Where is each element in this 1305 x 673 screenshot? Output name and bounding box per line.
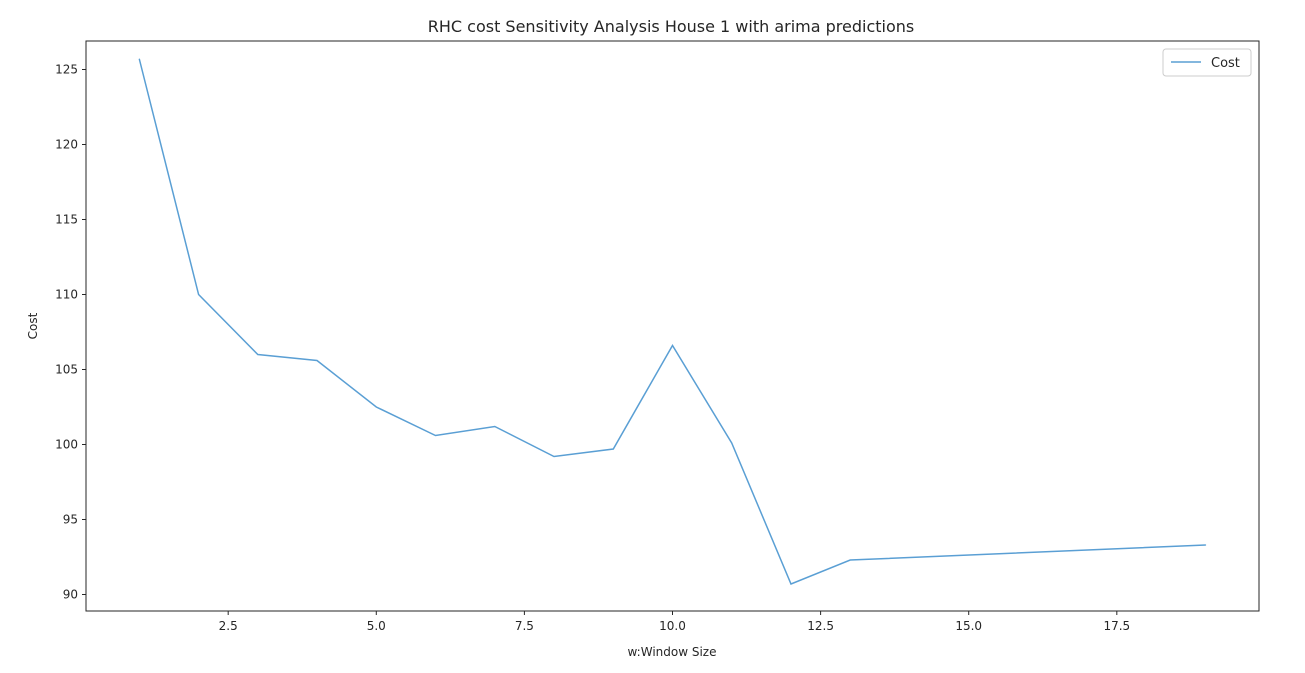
series-line-cost — [138, 58, 1206, 585]
y-tick-label: 115 — [55, 213, 78, 227]
x-axis: 2.5 5.0 7.5 10.0 12.5 15.0 17.5 — [219, 611, 1130, 633]
data-point — [375, 406, 377, 408]
legend-box — [1162, 48, 1252, 77]
series-points — [138, 58, 1207, 585]
x-tick-label: 15.0 — [955, 619, 982, 633]
chart-title: RHC cost Sensitivity Analysis House 1 wi… — [428, 17, 915, 36]
y-tick-label: 125 — [55, 63, 78, 77]
x-tick-label: 12.5 — [807, 619, 834, 633]
data-point — [198, 294, 200, 295]
legend: Cost — [1162, 48, 1252, 77]
x-tick-label: 10.0 — [659, 619, 686, 633]
y-tick-label: 105 — [55, 363, 78, 377]
data-point — [790, 583, 792, 585]
y-axis-title: Cost — [26, 312, 40, 339]
legend-label-cost: Cost — [1211, 56, 1240, 71]
x-tick-label: 5.0 — [367, 619, 386, 633]
y-tick-label: 110 — [55, 288, 78, 302]
x-tick-label: 2.5 — [219, 619, 238, 633]
plot-area — [85, 40, 1260, 612]
data-point — [1205, 544, 1207, 546]
data-point — [612, 448, 614, 450]
x-tick-label: 17.5 — [1103, 619, 1130, 633]
data-point — [494, 426, 496, 427]
data-point — [849, 559, 851, 561]
data-point — [672, 345, 673, 346]
data-point — [553, 456, 555, 457]
y-tick-label: 100 — [55, 438, 78, 452]
data-point — [138, 58, 140, 60]
data-point — [257, 354, 259, 355]
data-point — [435, 435, 437, 436]
data-point — [731, 442, 733, 444]
x-tick-label: 7.5 — [515, 619, 534, 633]
x-axis-title: w:Window Size — [628, 645, 717, 659]
y-tick-label: 120 — [55, 138, 78, 152]
y-tick-label: 95 — [63, 513, 78, 527]
y-tick-label: 90 — [63, 588, 78, 602]
data-point — [316, 360, 318, 361]
y-axis: 90 95 100 105 110 115 120 125 — [55, 63, 86, 602]
